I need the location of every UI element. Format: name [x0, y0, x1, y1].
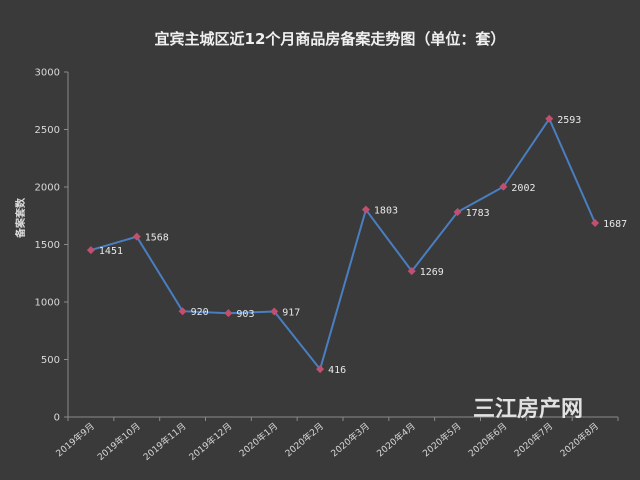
data-points — [86, 114, 600, 374]
data-label: 416 — [328, 365, 346, 376]
x-tick-label: 2020年3月 — [328, 420, 371, 459]
y-tick-label: 500 — [41, 355, 60, 366]
y-tick-label: 2500 — [35, 125, 60, 136]
data-label: 2593 — [557, 115, 581, 126]
data-point — [591, 218, 600, 227]
x-tick-label: 2020年4月 — [374, 420, 417, 459]
data-label: 1269 — [420, 267, 444, 278]
data-label: 1568 — [145, 233, 169, 244]
data-labels: 1451 1568 920 903 917 416 1803 1269 1783 2002 2593… — [99, 115, 627, 376]
y-tick-label: 3000 — [35, 68, 60, 79]
x-tick-label: 2019年11月 — [141, 420, 189, 463]
x-tick-label: 2019年12月 — [187, 420, 235, 463]
data-point — [316, 365, 325, 374]
data-label: 2002 — [511, 183, 535, 194]
x-tick-label: 2020年5月 — [420, 420, 463, 459]
watermark-logo: 三江房产网 — [473, 396, 583, 422]
x-tick-label: 2020年6月 — [466, 420, 509, 459]
data-label: 1803 — [374, 206, 398, 217]
y-tick-label: 2000 — [35, 183, 60, 194]
data-point — [545, 114, 554, 123]
x-tick-label: 2020年1月 — [237, 420, 280, 459]
series-line — [90, 116, 597, 372]
data-label: 917 — [282, 308, 300, 319]
data-point — [361, 205, 370, 214]
data-label: 920 — [191, 307, 209, 318]
x-tick-label: 2020年2月 — [283, 420, 326, 459]
y-tick-label: 1000 — [35, 298, 60, 309]
y-ticks: 0 500 1000 1500 2000 2500 3000 — [35, 68, 68, 424]
data-point — [499, 182, 508, 191]
x-tick-label: 2019年10月 — [95, 420, 143, 463]
data-point — [132, 232, 141, 241]
data-point — [270, 307, 279, 316]
data-label: 1687 — [603, 219, 627, 230]
y-axis-label: 备案套数 — [14, 197, 27, 239]
chart-title: 宜宾主城区近12个月商品房备案走势图（单位：套） — [155, 30, 506, 48]
data-point — [178, 307, 187, 316]
x-ticks: 2019年9月 2019年10月 2019年11月 2019年12月 2020年1月 20… — [53, 417, 619, 463]
y-tick-label: 0 — [54, 413, 60, 424]
data-point — [86, 246, 95, 255]
data-point — [407, 267, 416, 276]
data-label: 903 — [236, 309, 254, 320]
data-point — [224, 309, 233, 318]
x-tick-label: 2020年7月 — [512, 420, 555, 459]
data-point — [453, 207, 462, 216]
data-label: 1451 — [99, 246, 123, 257]
x-tick-label: 2019年9月 — [53, 420, 96, 459]
data-label: 1783 — [466, 208, 490, 219]
x-tick-label: 2020年8月 — [558, 420, 601, 459]
y-tick-label: 1500 — [35, 240, 60, 251]
